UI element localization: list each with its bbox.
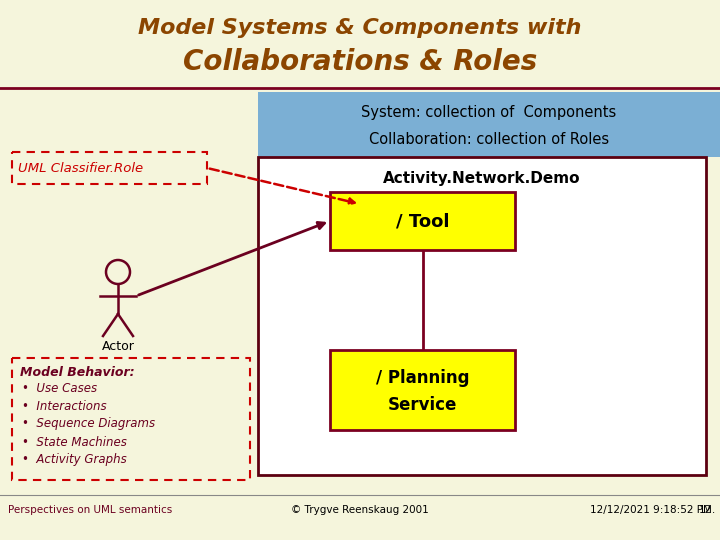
- Bar: [330, 192, 515, 250]
- Text: •  Use Cases: • Use Cases: [22, 381, 97, 395]
- Bar: [330, 350, 515, 430]
- Bar: [258, 157, 706, 475]
- Text: Collaboration: collection of Roles: Collaboration: collection of Roles: [369, 132, 609, 147]
- Text: / Tool: / Tool: [396, 212, 449, 230]
- Text: •  Sequence Diagrams: • Sequence Diagrams: [22, 417, 155, 430]
- Text: Perspectives on UML semantics: Perspectives on UML semantics: [8, 505, 172, 515]
- Text: / Planning: / Planning: [376, 369, 469, 387]
- Text: UML Classifier.Role: UML Classifier.Role: [18, 161, 143, 174]
- Bar: [0, 0, 720, 92]
- Text: Collaborations & Roles: Collaborations & Roles: [183, 48, 537, 76]
- Text: •  Activity Graphs: • Activity Graphs: [22, 454, 127, 467]
- Text: •  Interactions: • Interactions: [22, 400, 107, 413]
- Text: Model Behavior:: Model Behavior:: [20, 366, 135, 379]
- Text: Activity.Network.Demo: Activity.Network.Demo: [383, 172, 581, 186]
- Text: Service: Service: [388, 396, 457, 414]
- Text: System: collection of  Components: System: collection of Components: [361, 105, 616, 120]
- Bar: [258, 92, 720, 157]
- Text: © Trygve Reenskaug 2001: © Trygve Reenskaug 2001: [291, 505, 429, 515]
- Text: 12: 12: [698, 505, 712, 515]
- Text: Model Systems & Components with: Model Systems & Components with: [138, 18, 582, 38]
- Text: 12/12/2021 9:18:52 PM.: 12/12/2021 9:18:52 PM.: [590, 505, 715, 515]
- Text: Actor: Actor: [102, 340, 135, 353]
- Text: •  State Machines: • State Machines: [22, 435, 127, 449]
